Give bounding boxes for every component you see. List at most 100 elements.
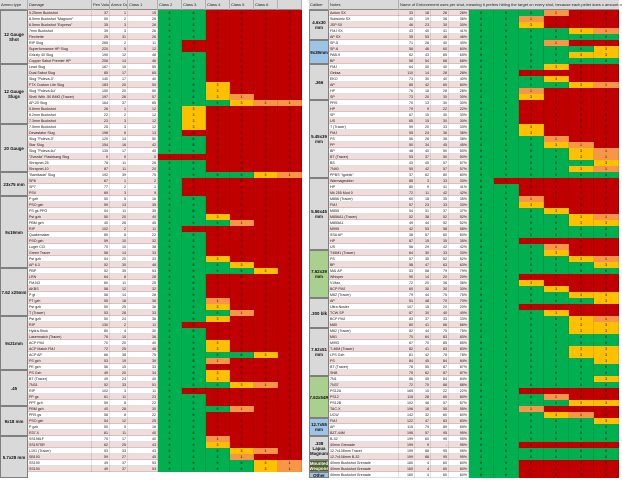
table-row[interactable]: 7.5mm Buckshot 25 3 12 6 3 0 0 0 0: [28, 124, 302, 130]
table-row[interactable]: RIP 102 3 11 6 0 0 0 0 0: [28, 388, 302, 394]
table-row[interactable]: Pst gzh 50 25 36 6 6 3 0 0 0: [28, 304, 302, 310]
table-row[interactable]: Dual Sabot Slug 85 17 65 6 6 0 0 0 0: [28, 70, 302, 76]
table-row[interactable]: P gzh 50 5 16 6 6 0 0 0 0: [28, 196, 302, 202]
table-row[interactable]: SS198LF 70 17 40 6 6 1 0 0 0: [28, 436, 302, 442]
table-row[interactable]: Slug "Poleva-6u" 150 20 50 6 6 3 0 0 0: [28, 88, 302, 94]
table-row[interactable]: P gl 58 14 28 6 6 0 0 0 0: [28, 292, 302, 298]
table-row[interactable]: RIP 102 2 11 6 0 0 0 0 0: [28, 226, 302, 232]
table-row[interactable]: Shrapnel-25 78 11 26 6 6 0 0 0 0: [28, 160, 302, 166]
table-row[interactable]: Grizzly 40 Slug 190 12 48 6 6 0 0 0 0: [28, 52, 302, 58]
table-row[interactable]: ACP Match FMJ 72 25 48 6 6 3 0 0 0: [28, 346, 302, 352]
table-row[interactable]: BT (Tracer) 49 24 40 6 6 3 0 0 0: [28, 376, 302, 382]
left-header-cell[interactable]: Class 5: [230, 0, 254, 10]
table-row[interactable]: Slug "Poleva-3" 120 14 50 6 6 0 0 0 0: [28, 136, 302, 142]
table-row[interactable]: 5.6mm Buckshot 26 1 12 6 3 0 0 0 0: [28, 106, 302, 112]
table-row[interactable]: PSO gzh 59 13 35 6 6 0 0 0 0: [28, 202, 302, 208]
table-row[interactable]: 6.5mm Buckshot "Express" 35 3 26 6 6 0 0 0 0: [28, 22, 302, 28]
left-cell: 13: [128, 130, 158, 136]
table-row[interactable]: RIP Slug 265 2 11 6 0 0 0 0 0: [28, 40, 302, 46]
table-row[interactable]: Quakemaker 85 8 22 6 6 0 0 0 0: [28, 232, 302, 238]
left-header-cell[interactable]: Damage: [28, 0, 92, 10]
table-row[interactable]: 40mm Buckshot Grenade 160 4 60 60% 6 6 0 0 0 0: [329, 472, 619, 478]
left-cell: 0: [278, 202, 302, 208]
table-row[interactable]: L191 (Tracer) 53 33 43 6 6 6 3 1 0: [28, 448, 302, 454]
left-cell: 3: [206, 370, 230, 376]
left-cell: 6: [182, 352, 206, 358]
mid-header-cell[interactable]: Caliber: [309, 0, 329, 10]
table-row[interactable]: ACP AP 66 38 75 6 6 6 6 3 0: [28, 352, 302, 358]
table-row[interactable]: Star Slug 154 16 42 6 6 0 0 0 0: [28, 142, 302, 148]
table-row[interactable]: PE gzh 56 15 33 6 6 0 0 0 0: [28, 364, 302, 370]
table-row[interactable]: Lead Slug 167 15 55 6 6 0 0 0 0: [28, 64, 302, 70]
table-row[interactable]: PPT gzh 59 8 22 6 6 0 0 0 0: [28, 400, 302, 406]
table-row[interactable]: PSO gzh 59 10 32 6 6 0 0 0 0: [28, 238, 302, 244]
table-row[interactable]: P gzh 50 5 16 6 6 0 0 0 0: [28, 424, 302, 430]
mid-header-cell[interactable]: Notes: [329, 0, 399, 10]
table-row[interactable]: Flechette 25 31 26 6 6 0 0 0 0: [28, 34, 302, 40]
table-row[interactable]: Action SX 33 18 26 26% 6 6 6 1 0 0: [329, 10, 619, 16]
table-row[interactable]: SP7 77 2 1 6 0 0 0 0 0: [28, 184, 302, 190]
table-row[interactable]: PP gs 61 11 23 6 6 0 0 0 0: [28, 394, 302, 400]
table-row[interactable]: Slug "Poleva-6u" 135 17 40 6 6 0 0 0 0: [28, 148, 302, 154]
table-row[interactable]: "Barrikada" Slug 192 39 75 6 6 6 6 3 1: [28, 172, 302, 178]
table-row[interactable]: Shell With .50 BMG (Tracer) 197 26 57 6 6 3 1 0 0: [28, 94, 302, 100]
left-header-cell[interactable]: Armor Damage % (eg. Classe*: [110, 0, 128, 10]
left-header-cell[interactable]: Class 3: [182, 0, 206, 10]
left-header-cell[interactable]: Class 1: [128, 0, 158, 10]
table-row[interactable]: FTX Custom Lite Slug 183 20 50 6 6 3 0 0 0: [28, 82, 302, 88]
table-row[interactable]: Hydra-Shok 80 4 30 6 6 0 0 0 0: [28, 328, 302, 334]
left-header-cell[interactable]: Ammo type: [0, 0, 28, 10]
left-header-cell[interactable]: Class 4: [206, 0, 230, 10]
table-row[interactable]: PBM gzh 40 26 45 6 6 6 1 0 0: [28, 220, 302, 226]
left-cell: 16: [128, 424, 158, 430]
table-row[interactable]: Superformance HP Slug 220 5 12 6 0 0 0 0 0: [28, 46, 302, 52]
table-row[interactable]: 7mm Buckshot 39 3 26 6 6 0 0 0 0: [28, 28, 302, 34]
left-header-cell[interactable]: Class 6: [254, 0, 278, 10]
table-row[interactable]: PT gzh 55 18 36 6 6 1 0 0 0: [28, 298, 302, 304]
table-row[interactable]: PSO gzh 54 12 25 6 6 0 0 0 0: [28, 418, 302, 424]
table-row[interactable]: Green Tracer 58 14 33 6 6 0 0 0 0: [28, 250, 302, 256]
table-row[interactable]: PS gzh 53 19 39 6 6 1 0 0 0: [28, 358, 302, 364]
table-row[interactable]: 5.25mm Buckshot 37 1 15 6 6 0 0 0 0: [28, 10, 302, 16]
table-row[interactable]: AP-20 Slug 164 37 65 6 6 6 3 2 1: [28, 100, 302, 106]
mid-header-cell[interactable]: Name of Enforcement uses per shot, meani…: [399, 0, 622, 10]
table-row[interactable]: Copper Sabot Premier HP 206 14 46 6 6 0 0 0 0: [28, 58, 302, 64]
table-row[interactable]: Pst gzh 50 20 40 6 6 3 0 0 0: [28, 214, 302, 220]
table-row[interactable]: RIP 130 2 11 6 0 0 0 0 0: [28, 322, 302, 328]
left-header-cell[interactable]: [278, 0, 302, 10]
table-row[interactable]: Luger CCI 70 10 38 6 6 0 0 0 0: [28, 244, 302, 250]
left-header-cell[interactable]: Pen Value: [92, 0, 110, 10]
table-row[interactable]: T (Tracer) 53 28 33 6 6 6 1 0 0: [28, 310, 302, 316]
table-row[interactable]: PBP 52 39 53 6 6 6 6 3 0: [28, 268, 302, 274]
table-row[interactable]: AKBS 58 12 32 6 6 0 0 0 0: [28, 286, 302, 292]
table-row[interactable]: SS190 49 37 53 6 6 6 6 3 1: [28, 466, 302, 472]
left-cell: 1: [230, 406, 254, 412]
table-row[interactable]: FMJ43 60 11 25 6 6 0 0 0 0: [28, 280, 302, 286]
table-row[interactable]: R37.X 81 11 40 6 6 0 0 0 0: [28, 430, 302, 436]
table-row[interactable]: SS197SR 62 25 43 6 6 3 0 0 0: [28, 442, 302, 448]
table-row[interactable]: SS190 49 37 53 6 6 6 6 3 1: [28, 460, 302, 466]
table-row[interactable]: 6.2mm Buckshot 22 2 12 6 3 0 0 0 0: [28, 112, 302, 118]
table-row[interactable]: PSV 69 3 9 6 0 0 0 0 0: [28, 190, 302, 196]
table-row[interactable]: AP 6.3 52 30 48 6 6 6 3 0 0: [28, 262, 302, 268]
table-row[interactable]: Lasermatch (Tracer) 76 10 36 6 6 0 0 0 0: [28, 334, 302, 340]
table-row[interactable]: LRN 64 8 28 6 6 0 0 0 0: [28, 274, 302, 280]
table-row[interactable]: 8.5mm Buckshot "Magnum" 50 2 26 6 6 0 0 0 0: [28, 16, 302, 22]
table-row[interactable]: PRS gs 58 8 22 6 6 0 0 0 0: [28, 412, 302, 418]
left-header-cell[interactable]: Class 2: [158, 0, 182, 10]
table-row[interactable]: Pst gzh 54 20 33 6 6 3 0 0 0: [28, 256, 302, 262]
table-row[interactable]: SP8 67 1 2 6 0 0 0 0 0: [28, 178, 302, 184]
table-row[interactable]: PS Gzh 49 20 34 6 6 3 0 0 0: [28, 370, 302, 376]
table-row[interactable]: ACP FMJ 70 20 40 6 6 3 0 0 0: [28, 340, 302, 346]
table-row[interactable]: SB193 59 27 45 6 6 6 1 0 0: [28, 454, 302, 460]
table-row[interactable]: PS gs PPO 54 11 35 6 6 0 0 0 0: [28, 208, 302, 214]
table-row[interactable]: Devastator Slug 198 5 13 6 0 0 0 0 0: [28, 130, 302, 136]
table-row[interactable]: Slug "Poleva-3" 140 17 40 6 6 0 0 0 0: [28, 76, 302, 82]
table-row[interactable]: PBM gzh 40 28 30 6 6 6 1 0 0: [28, 406, 302, 412]
table-row[interactable]: Pst gzh 50 24 36 6 6 3 0 0 0: [28, 316, 302, 322]
table-row[interactable]: "Zvezda" Flashbang Slug 0 0 0 0 0 0 0 0 0: [28, 154, 302, 160]
table-row[interactable]: 7.3mm Buckshot 23 3 12 6 3 0 0 0 0: [28, 118, 302, 124]
table-row[interactable]: Subsonic SX 45 19 36 36% 6 6 1 0 0 0: [329, 16, 619, 22]
table-row[interactable]: 7N31 52 33 51 6 6 6 3 1 0: [28, 382, 302, 388]
table-row[interactable]: Shrapnel-10 87 11 20 6 6 0 0 0 0: [28, 166, 302, 172]
